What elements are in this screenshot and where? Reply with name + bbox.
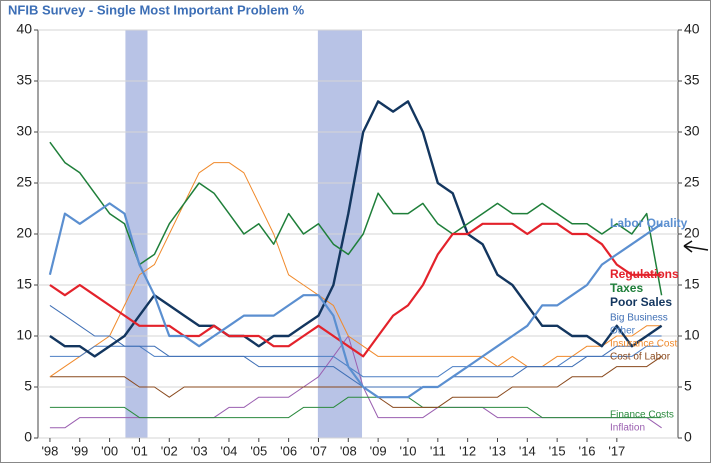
x-tick-label: '17 <box>608 443 625 458</box>
series-line <box>48 202 663 399</box>
series-line <box>49 141 663 296</box>
y-tick-label: 5 <box>24 378 32 394</box>
series-line <box>49 162 662 378</box>
x-tick-label: '01 <box>131 443 148 458</box>
x-tick-label: '09 <box>370 443 387 458</box>
series-label: Finance Costs <box>610 410 674 421</box>
y-tick-label: 35 <box>16 72 32 88</box>
x-tick-label: '12 <box>459 443 476 458</box>
x-tick-label: '11 <box>430 443 446 458</box>
y-tick-label: 10 <box>16 327 32 343</box>
x-tick-label: '06 <box>280 443 297 458</box>
y2-tick-label: 5 <box>684 378 692 394</box>
series-line <box>49 100 663 358</box>
x-tick-label: '10 <box>400 443 417 458</box>
x-tick-label: '05 <box>250 443 267 458</box>
series-label: Inflation <box>610 423 645 434</box>
series-line <box>49 396 662 419</box>
series-label: Insurance Cost <box>610 339 677 350</box>
series-label: Cost of Labor <box>610 352 671 363</box>
series-line <box>49 304 662 388</box>
series-label: Poor Sales <box>610 295 672 309</box>
series-line <box>49 345 662 378</box>
x-tick-label: '99 <box>71 443 88 458</box>
series-line <box>49 222 662 358</box>
y2-tick-label: 20 <box>684 225 700 241</box>
x-tick-label: '15 <box>549 443 566 458</box>
y2-tick-label: 0 <box>684 429 692 445</box>
x-tick-label: '98 <box>41 443 58 458</box>
series-line <box>49 355 662 408</box>
x-tick-label: '00 <box>101 443 118 458</box>
series-label: Taxes <box>610 281 643 295</box>
series-label: Big Business <box>610 313 668 324</box>
y2-tick-label: 15 <box>684 276 700 292</box>
arrow <box>683 240 709 253</box>
x-tick-label: '14 <box>519 443 536 458</box>
series-label: Other <box>610 326 636 337</box>
y2-tick-label: 10 <box>684 327 700 343</box>
x-tick-label: '13 <box>489 443 506 458</box>
chart-title: NFIB Survey - Single Most Important Prob… <box>8 2 305 17</box>
x-tick-label: '08 <box>340 443 357 458</box>
y-tick-label: 20 <box>16 225 32 241</box>
x-tick-label: '07 <box>310 443 327 458</box>
x-tick-label: '04 <box>220 443 237 458</box>
y-tick-label: 25 <box>16 174 32 190</box>
x-tick-label: '02 <box>161 443 178 458</box>
x-tick-label: '16 <box>579 443 596 458</box>
y2-tick-label: 25 <box>684 174 700 190</box>
y2-tick-label: 40 <box>684 21 700 37</box>
y2-tick-label: 35 <box>684 72 700 88</box>
y-tick-label: 0 <box>24 429 32 445</box>
series-label: Regulations <box>610 267 679 281</box>
y-tick-label: 15 <box>16 276 32 292</box>
series-label: Labor Quality <box>610 216 688 230</box>
x-tick-label: '03 <box>191 443 208 458</box>
y-tick-label: 40 <box>16 21 32 37</box>
y-tick-label: 30 <box>16 123 32 139</box>
y2-tick-label: 30 <box>684 123 700 139</box>
